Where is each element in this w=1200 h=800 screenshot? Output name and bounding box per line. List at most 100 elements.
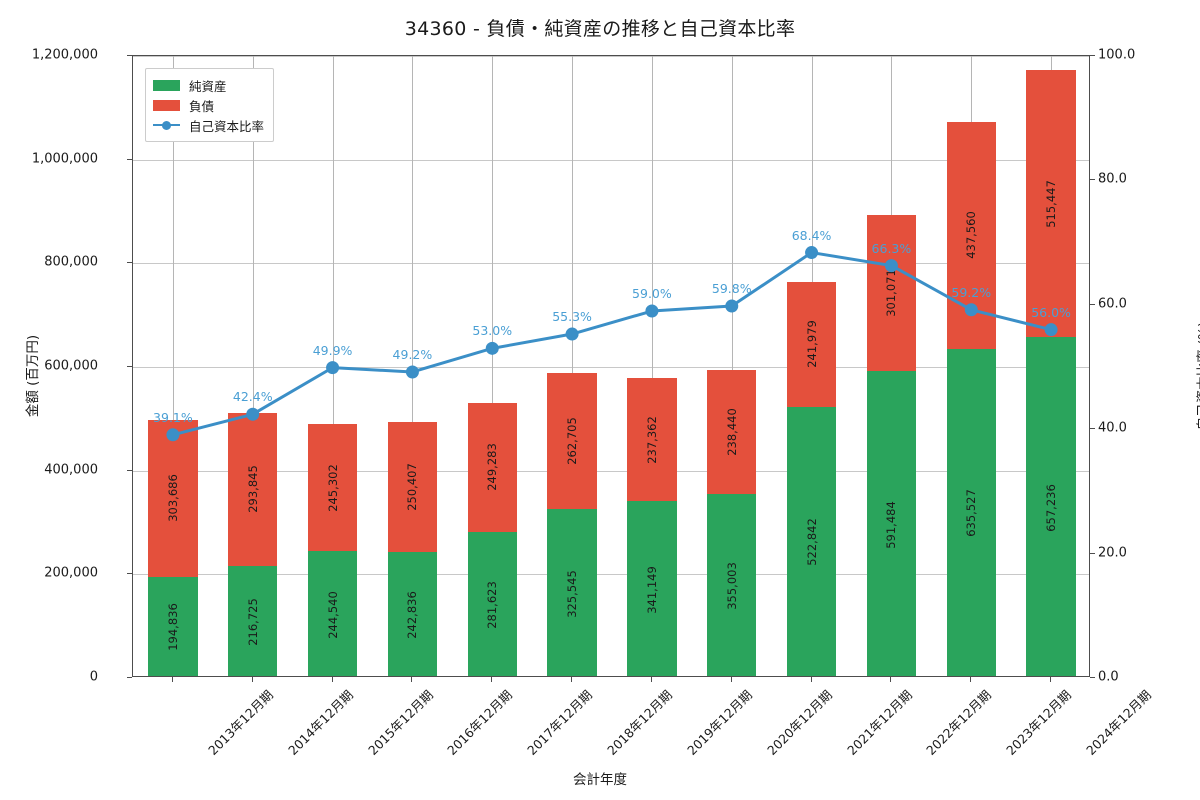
x-axis-tick-mark [970,677,972,682]
legend-line-equity-ratio [153,120,180,131]
gridline-horizontal [133,574,1089,576]
y-axis-tick-label-right: 100.0 [1098,47,1136,63]
y-axis-tick-label-left: 400,000 [44,462,98,478]
x-axis-tick-label: 2013年12月期 [204,687,276,758]
y-axis-tick-mark-left [127,677,132,678]
bar-segment-liabilities[interactable]: 238,440 [707,370,757,494]
bar-segment-liabilities[interactable]: 303,686 [148,419,198,577]
bar-segment-liabilities[interactable]: 250,407 [387,422,438,553]
x-axis-tick-label: 2016年12月期 [444,687,516,758]
gridline-horizontal [133,470,1089,472]
bar-segment-equity[interactable]: 325,545 [547,509,597,676]
x-axis-tick-mark [1050,677,1052,682]
x-axis-label: 会計年度 [573,772,627,788]
x-axis-tick-label: 2024年12月期 [1083,687,1155,758]
ratio-marker[interactable] [964,303,978,317]
bar-segment-equity[interactable]: 355,003 [707,493,757,676]
ratio-value-label: 55.3% [552,309,592,325]
x-axis-tick-label: 2015年12月期 [364,687,436,758]
ratio-value-label: 49.2% [392,346,433,362]
legend-swatch-liabilities [153,99,180,111]
y-axis-tick-label-right: 60.0 [1098,296,1127,312]
x-axis-tick-mark [491,677,493,682]
y-axis-tick-mark-right [1090,677,1095,678]
gridline-horizontal [133,56,1089,57]
y-axis-tick-mark-right [1090,428,1095,430]
ratio-marker[interactable] [326,361,340,375]
x-axis-tick-mark [171,677,173,682]
ratio-marker[interactable] [166,428,180,442]
gridline-vertical [252,56,254,676]
gridline-vertical [572,56,574,676]
bar-segment-equity[interactable]: 635,527 [946,348,996,676]
ratio-marker[interactable] [565,327,579,341]
bar-segment-equity[interactable]: 522,842 [786,406,837,676]
ratio-marker[interactable] [405,365,419,379]
ratio-value-label: 53.0% [472,323,513,339]
bar-segment-liabilities[interactable]: 515,447 [1026,70,1076,338]
y-axis-tick-mark-left [127,573,132,575]
ratio-value-label: 59.8% [711,281,752,297]
chart-legend: 純資産 負債 自己資本比率 [145,68,275,142]
y-axis-tick-label-left: 800,000 [44,254,98,270]
x-axis-tick-mark [331,677,333,682]
x-axis-tick-label: 2018年12月期 [604,687,676,758]
x-axis-tick-label: 2014年12月期 [284,687,356,758]
y-axis-tick-mark-right [1090,303,1095,305]
bar-segment-equity[interactable]: 242,836 [387,552,438,676]
gridline-horizontal [133,263,1089,265]
bar-segment-equity[interactable]: 216,725 [228,565,278,676]
bar-segment-equity[interactable]: 281,623 [467,532,517,676]
x-axis-tick-mark [251,677,253,682]
gridline-vertical [731,56,733,676]
bar-segment-liabilities[interactable]: 237,362 [627,378,677,502]
ratio-value-label: 39.1% [153,409,193,425]
ratio-marker[interactable] [725,299,739,313]
bar-segment-liabilities[interactable]: 301,071 [866,215,917,372]
plot-inner: 194,836 303,686 216,725 293,845 244,540 245,3… [133,56,1089,676]
y-axis-tick-mark-right [1090,179,1095,181]
x-axis-tick-label: 2021年12月期 [843,687,915,758]
y-axis-tick-label-right: 20.0 [1098,545,1127,561]
legend-label-liabilities: 負債 [189,98,215,114]
bar-segment-liabilities[interactable]: 245,302 [307,424,358,552]
ratio-marker[interactable] [645,304,659,318]
y-axis-tick-mark-left [127,366,132,367]
ratio-marker[interactable] [805,246,819,260]
ratio-marker[interactable] [246,407,260,421]
legend-item-liabilities: 負債 [153,95,264,115]
y-axis-tick-mark-left [127,469,132,471]
ratio-line-layer [166,246,1058,442]
ratio-value-label: 59.0% [632,286,672,302]
bar-segment-equity[interactable]: 341,149 [627,501,677,676]
ratio-marker[interactable] [485,341,499,355]
bar-segment-liabilities[interactable]: 293,845 [228,413,278,566]
bar-segment-equity[interactable]: 194,836 [148,577,198,676]
x-axis-tick-mark [411,677,413,682]
y-axis-tick-label-left: 1,000,000 [31,151,98,167]
y-axis-tick-label-left: 600,000 [44,358,98,374]
gridline-vertical [651,56,653,676]
x-axis-tick-mark [730,677,732,682]
x-axis-tick-label: 2017年12月期 [524,687,596,758]
gridline-vertical [492,56,494,676]
x-axis-tick-label: 2023年12月期 [1003,687,1075,758]
bar-segment-liabilities[interactable]: 241,979 [786,281,837,407]
y-axis-tick-label-left: 0 [89,669,98,685]
plot-area: 194,836 303,686 216,725 293,845 244,540 245,3… [132,55,1090,677]
legend-label-equity-ratio: 自己資本比率 [189,118,265,134]
ratio-value-label: 68.4% [791,227,832,243]
y-axis-tick-mark-right [1090,552,1095,554]
bar-segment-equity[interactable]: 657,236 [1026,337,1076,676]
bar-segment-equity[interactable]: 591,484 [866,371,917,676]
ratio-marker[interactable] [884,259,898,273]
y-axis-tick-mark-left [127,158,132,160]
bar-segment-liabilities[interactable]: 249,283 [467,402,517,533]
ratio-marker[interactable] [1044,323,1058,337]
ratio-value-label: 56.0% [1031,304,1071,320]
ratio-value-label: 66.3% [871,240,912,256]
x-axis-tick-label: 2019年12月期 [683,687,755,758]
bar-segment-equity[interactable]: 244,540 [307,551,358,676]
bar-segment-liabilities[interactable]: 262,705 [547,373,597,510]
